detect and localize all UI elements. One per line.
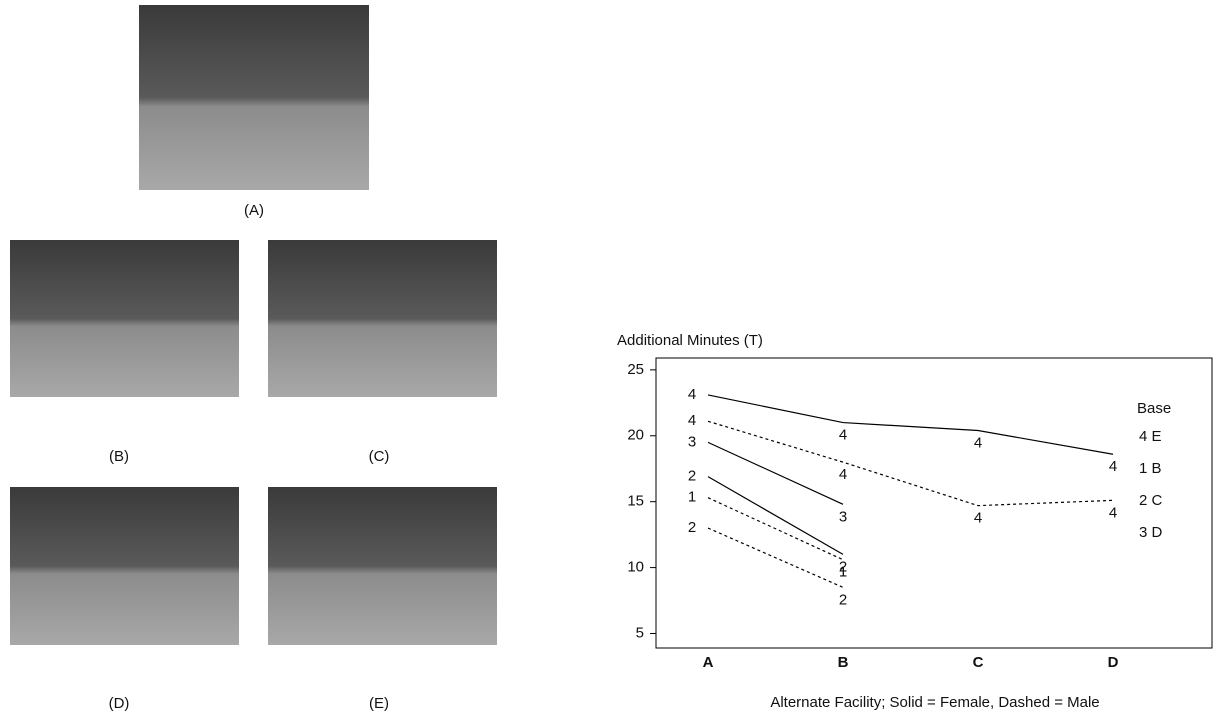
photo-caption: (B) (109, 448, 129, 465)
photo-caption: (A) (244, 202, 264, 219)
photo (139, 5, 369, 190)
point-marker: 4 (974, 434, 982, 451)
legend-entry: 1 B (1139, 460, 1162, 477)
point-marker: 4 (974, 510, 982, 527)
photo-caption: (C) (369, 448, 390, 465)
y-tick-label: 25 (627, 361, 644, 378)
point-marker: 3 (839, 508, 847, 525)
series-line (707, 441, 844, 505)
point-marker: 2 (839, 591, 847, 608)
point-marker: 1 (839, 564, 847, 581)
series-line (707, 394, 1114, 455)
y-tick-label: 10 (627, 559, 644, 576)
photo (10, 487, 239, 645)
legend-title: Base (1137, 400, 1171, 417)
y-tick-label: 5 (636, 624, 644, 641)
photo-caption: (D) (109, 695, 130, 712)
photo (10, 240, 239, 397)
y-tick-label: 20 (627, 427, 644, 444)
legend-entry: 3 D (1139, 524, 1163, 541)
series-line (707, 527, 844, 588)
photo (268, 487, 497, 645)
legend-entry: 2 C (1139, 492, 1163, 509)
photo-caption: (E) (369, 695, 389, 712)
legend-entry: 4 E (1139, 428, 1162, 445)
photo (268, 240, 497, 397)
series-line (707, 420, 1114, 507)
point-marker: 4 (839, 466, 847, 483)
point-marker: 4 (839, 427, 847, 444)
series-line (707, 497, 844, 561)
x-axis-title: Alternate Facility; Solid = Female, Dash… (770, 694, 1099, 711)
x-tick-label: C (973, 654, 984, 671)
point-marker: 4 (688, 412, 696, 429)
x-tick-label: A (703, 654, 714, 671)
point-marker: 2 (839, 558, 847, 575)
x-tick-label: D (1108, 654, 1119, 671)
x-tick-label: B (838, 654, 849, 671)
y-tick-label: 15 (627, 493, 644, 510)
point-marker: 4 (1109, 504, 1117, 521)
point-marker: 2 (688, 468, 696, 485)
y-axis-title: Additional Minutes (T) (617, 332, 763, 349)
point-marker: 4 (688, 386, 696, 403)
point-marker: 4 (1109, 458, 1117, 475)
point-marker: 2 (688, 519, 696, 536)
plot-frame (655, 357, 1213, 649)
point-marker: 1 (688, 489, 696, 506)
point-marker: 3 (688, 433, 696, 450)
series-line (707, 476, 844, 555)
